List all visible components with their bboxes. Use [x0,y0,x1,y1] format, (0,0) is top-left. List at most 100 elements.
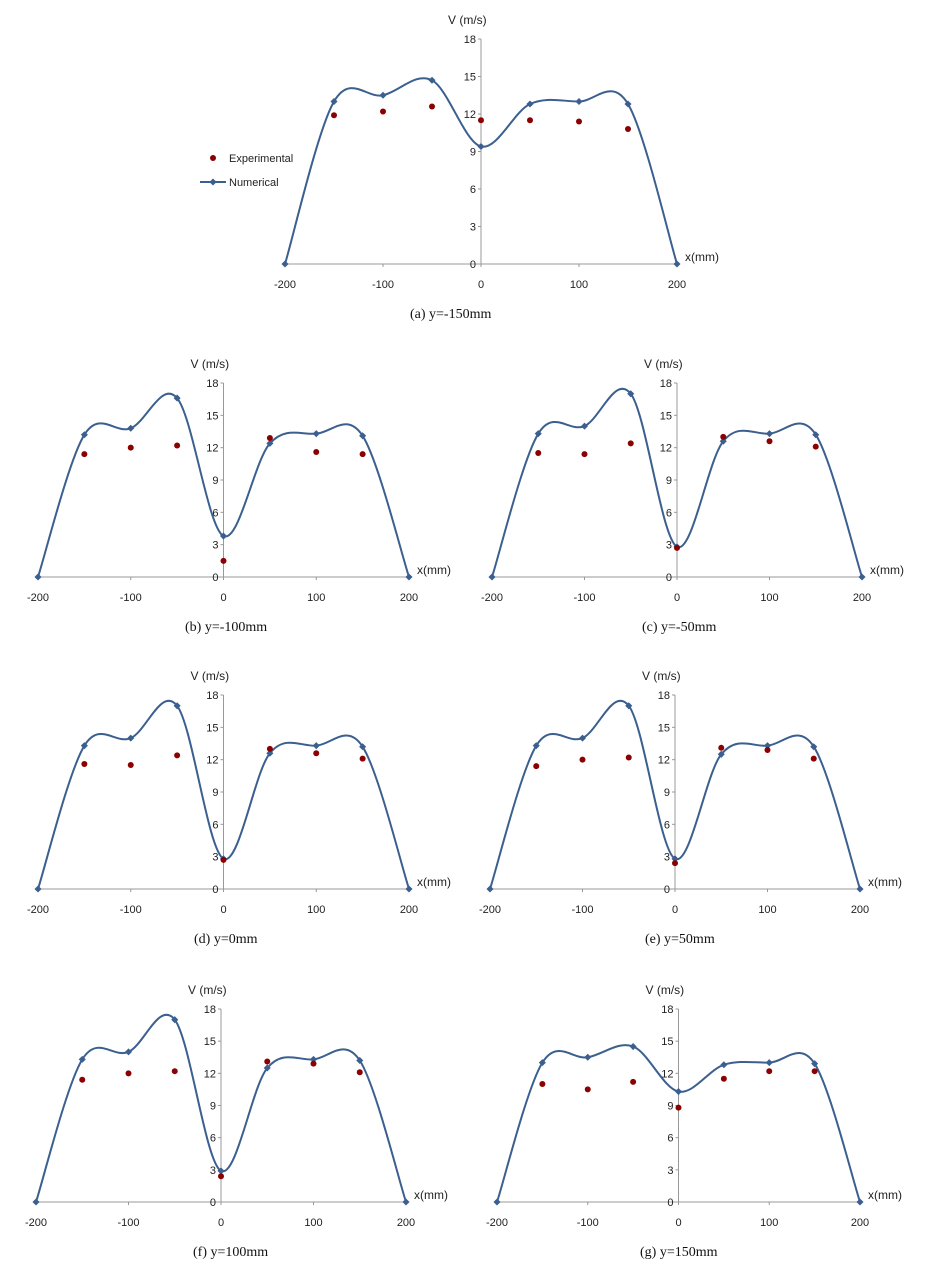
numerical-point [127,734,135,742]
numerical-point [578,734,587,742]
x-tick-label: 200 [400,904,418,916]
legend-experimental-marker [210,155,216,161]
x-tick-label: 200 [397,1217,415,1229]
x-tick-label: 0 [218,1217,224,1229]
panel-caption: (g) y=150mm [640,1245,718,1260]
numerical-point [312,742,320,750]
y-tick-label: 15 [464,72,476,84]
y-tick-label: 3 [667,1165,673,1177]
chart-panel-a: 0 3 6 9 12 15 18 -200 -100 0 100 200 V (m/s) x(mm) (a)… [274,13,719,322]
experimental-point [218,1173,224,1180]
y-tick-label: 12 [661,1068,673,1080]
y-axis-label: V (m/s) [191,669,230,683]
numerical-point [359,743,367,751]
experimental-point [313,448,320,455]
numerical-point [34,885,42,893]
x-tick-label: 100 [304,1217,322,1229]
numerical-point [673,260,681,268]
numerical-point [173,394,181,402]
x-axis-label: x(mm) [868,875,902,889]
y-tick-label: 0 [212,884,218,896]
x-tick-label: 100 [758,904,776,916]
y-tick-label: 9 [212,787,218,799]
y-tick-label: 18 [658,690,670,702]
experimental-point [359,451,366,458]
x-tick-label: 200 [851,904,869,916]
numerical-series-line [37,699,410,890]
x-axis-label: x(mm) [417,875,451,889]
experimental-point [81,760,88,767]
numerical-point [127,424,135,432]
numerical-series-line [37,392,410,578]
y-tick-label: 6 [212,819,218,831]
y-tick-label: 9 [667,1101,673,1113]
y-tick-label: 12 [660,443,672,455]
experimental-point [674,544,680,551]
numerical-point [629,1042,637,1051]
numerical-point [858,573,866,581]
x-tick-label: 100 [307,904,325,916]
experimental-point [429,103,435,110]
numerical-point [405,573,413,581]
x-tick-label: 0 [674,592,680,604]
numerical-point [80,431,88,439]
numerical-series-line [35,1013,407,1203]
numerical-point [627,390,635,398]
x-tick-label: 200 [853,592,871,604]
experimental-point [264,1058,271,1065]
panel-caption: (d) y=0mm [194,932,258,947]
numerical-point [720,1061,728,1069]
numerical-series-line [489,699,861,890]
experimental-point [310,1060,317,1067]
legend-numerical-marker [209,178,217,186]
numerical-point [379,91,387,99]
y-tick-label: 12 [464,109,476,121]
x-tick-label: 0 [675,1217,681,1229]
numerical-point [671,855,679,863]
experimental-point [811,1068,818,1075]
panel-caption: (a) y=-150mm [410,307,491,322]
y-tick-label: 6 [666,507,672,519]
experimental-point [764,746,771,753]
x-tick-label: 200 [851,1217,869,1229]
numerical-point [477,142,485,151]
experimental-point [266,434,273,441]
experimental-point [766,1068,773,1075]
y-tick-label: 0 [210,1197,216,1209]
experimental-point [579,756,586,763]
numerical-point [580,422,589,430]
y-tick-label: 18 [206,378,218,390]
y-tick-label: 6 [664,819,670,831]
experimental-point [125,1070,132,1077]
y-tick-label: 3 [470,222,476,234]
numerical-point [810,743,818,751]
y-tick-label: 15 [661,1036,673,1048]
experimental-point [174,442,181,449]
numerical-point [173,702,181,710]
numerical-point [405,885,413,893]
experimental-point [535,450,542,457]
x-tick-label: 0 [220,592,226,604]
legend: Experimental Numerical [200,153,293,189]
y-tick-label: 3 [212,540,218,552]
y-tick-label: 9 [212,475,218,487]
numerical-point [534,430,542,438]
chart-panel-e: 0 3 6 9 12 15 18 -200 -100 0 100 200 V (m/s) x(mm) (e)… [479,669,902,947]
x-tick-label: -200 [481,592,503,604]
experimental-point [625,126,631,132]
y-axis-label: V (m/s) [646,983,685,997]
x-tick-label: 0 [220,904,226,916]
y-tick-label: 12 [206,755,218,767]
numerical-point [219,532,228,540]
chart-panel-c: 0 3 6 9 12 15 18 -200 -100 0 100 200 V (m/s) x(mm) (c)… [481,357,904,635]
numerical-point [674,1088,683,1096]
y-tick-label: 3 [212,852,218,864]
numerical-point [488,573,496,581]
y-tick-label: 15 [658,722,670,734]
numerical-point [532,742,540,750]
chart-panel-b: 0 3 6 9 12 15 18 -200 -100 0 100 200 V (m/s) x(mm) (b)… [27,357,451,635]
experimental-point [478,117,484,124]
numerical-point [428,76,436,84]
experimental-point [627,440,634,447]
